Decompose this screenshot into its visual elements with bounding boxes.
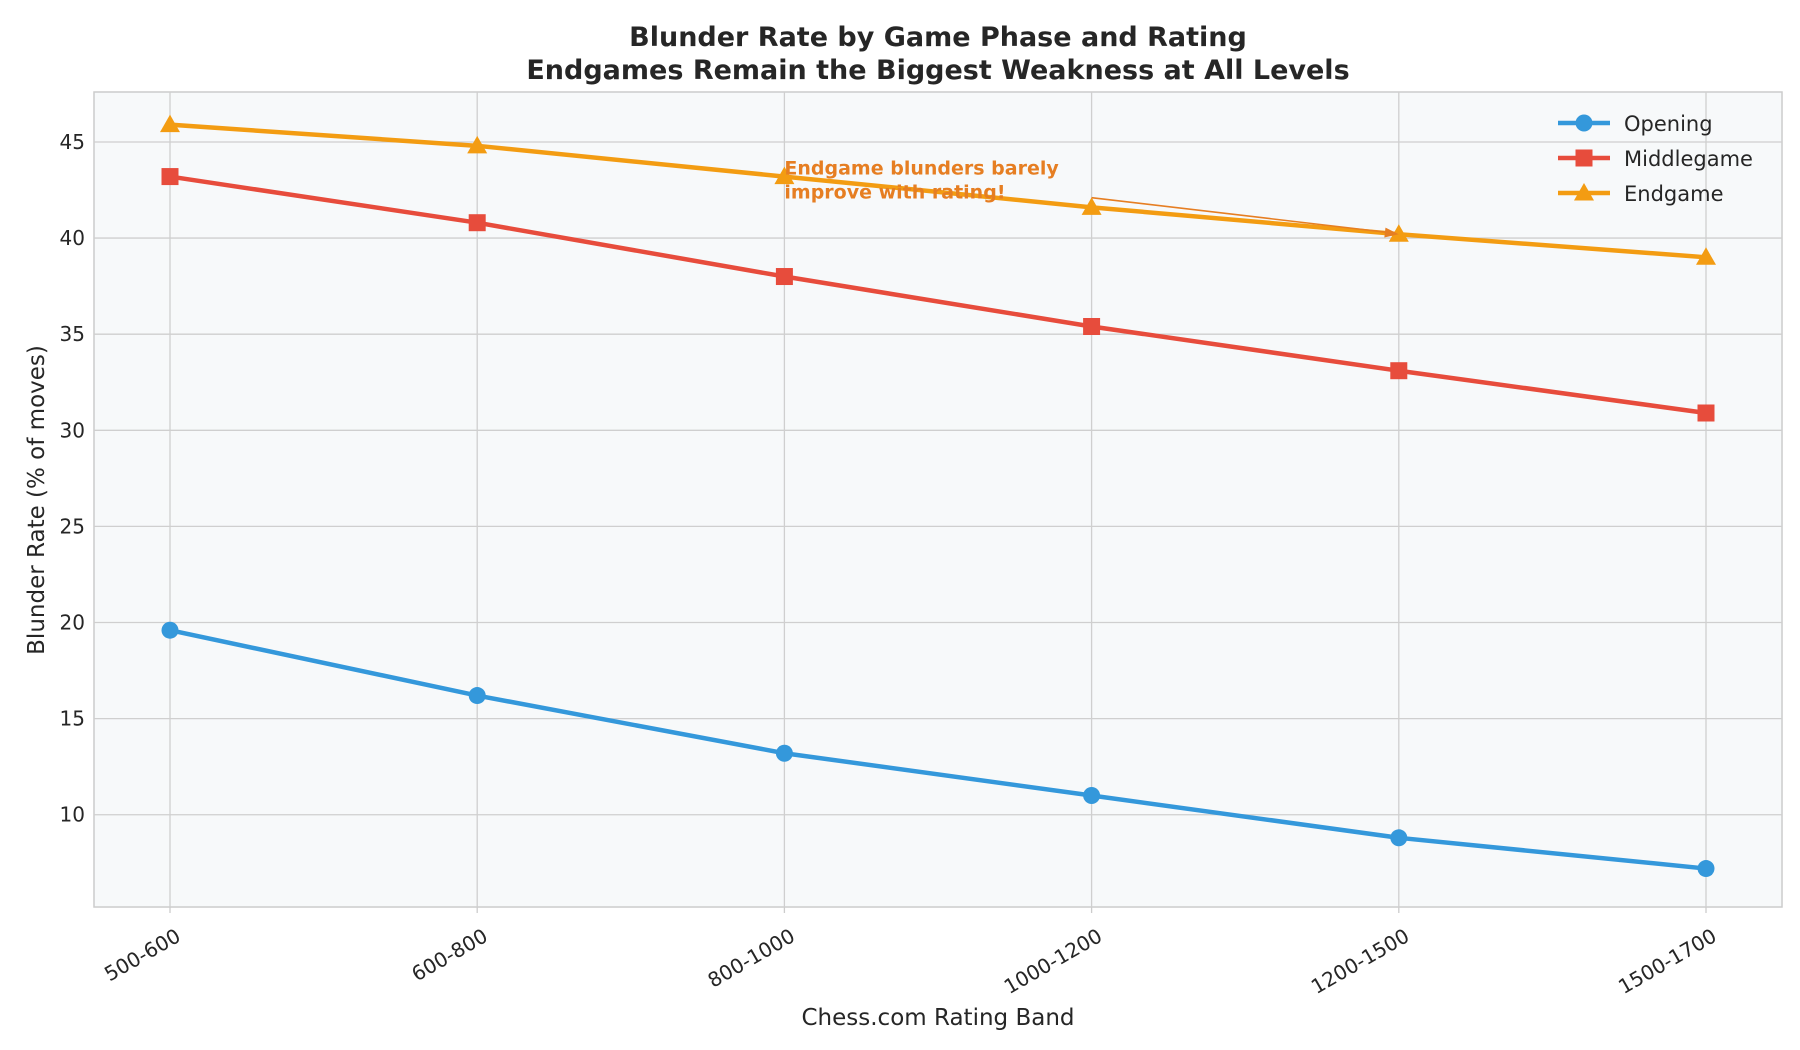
data-point-opening bbox=[161, 621, 179, 639]
series-opening bbox=[161, 621, 1715, 878]
x-tick-label: 1500-1700 bbox=[1614, 924, 1720, 999]
x-tick-label: 1000-1200 bbox=[1000, 924, 1106, 999]
data-point-endgame bbox=[1388, 224, 1409, 242]
y-tick-label: 30 bbox=[60, 418, 85, 442]
y-tick-label: 25 bbox=[60, 514, 85, 538]
annotation-text-line: Endgame blunders barely bbox=[784, 157, 1059, 179]
data-point-opening bbox=[1390, 829, 1408, 847]
data-point-endgame bbox=[160, 114, 180, 133]
data-point-endgame bbox=[1696, 247, 1716, 265]
data-point-middlegame bbox=[775, 268, 793, 286]
data-point-opening bbox=[1697, 860, 1715, 878]
legend-marker-opening bbox=[1575, 114, 1593, 132]
legend-item-endgame: Endgame bbox=[1558, 182, 1723, 206]
series-line-endgame bbox=[167, 122, 1709, 260]
data-point-middlegame bbox=[1390, 362, 1408, 380]
data-point-opening bbox=[1083, 787, 1101, 805]
series-middlegame bbox=[161, 168, 1715, 422]
y-tick-label: 40 bbox=[60, 226, 85, 250]
y-tick-label: 35 bbox=[60, 322, 85, 346]
series-endgame bbox=[160, 114, 1716, 265]
legend-marker-middlegame bbox=[1575, 149, 1593, 167]
annotation-arrow bbox=[1091, 196, 1395, 235]
legend-item-middlegame: Middlegame bbox=[1558, 147, 1753, 171]
data-point-endgame bbox=[1081, 197, 1102, 215]
data-point-opening bbox=[775, 744, 793, 762]
legend-label-middlegame: Middlegame bbox=[1624, 147, 1753, 171]
x-tick-label: 800-1000 bbox=[704, 924, 799, 993]
y-tick-label: 20 bbox=[60, 611, 85, 635]
annotation-text-line: improve with rating! bbox=[784, 181, 1005, 203]
data-point-endgame bbox=[774, 166, 795, 185]
data-point-middlegame bbox=[161, 168, 179, 186]
grid-lines bbox=[94, 92, 1782, 907]
annotation-arrowhead bbox=[1384, 227, 1399, 238]
y-tick-label: 45 bbox=[60, 130, 85, 154]
data-point-middlegame bbox=[468, 214, 486, 232]
data-point-endgame bbox=[467, 135, 488, 154]
legend: Opening Middlegame Endgame bbox=[1558, 112, 1753, 206]
legend-label-endgame: Endgame bbox=[1624, 182, 1723, 206]
y-axis-label: Blunder Rate (% of moves) bbox=[24, 345, 50, 655]
legend-marker-endgame bbox=[1574, 183, 1594, 201]
data-point-middlegame bbox=[1697, 404, 1715, 422]
chart-subtitle: Endgames Remain the Biggest Weakness at … bbox=[526, 55, 1349, 86]
x-tick-label: 500-600 bbox=[100, 924, 184, 987]
plot-area bbox=[93, 91, 1783, 908]
data-point-opening bbox=[468, 687, 486, 705]
x-axis-label: Chess.com Rating Band bbox=[801, 1005, 1074, 1031]
data-point-middlegame bbox=[1083, 318, 1101, 336]
series-line-middlegame bbox=[167, 174, 1709, 416]
x-tick-label: 600-800 bbox=[407, 924, 491, 987]
y-tick-label: 10 bbox=[60, 803, 85, 827]
series-line-opening bbox=[167, 627, 1709, 871]
legend-label-opening: Opening bbox=[1624, 112, 1713, 136]
series-layer bbox=[160, 114, 1716, 878]
chart-title: Blunder Rate by Game Phase and Rating bbox=[629, 22, 1247, 53]
y-tick-label: 15 bbox=[60, 707, 85, 731]
legend-item-opening: Opening bbox=[1558, 112, 1713, 136]
x-tick-label: 1200-1500 bbox=[1307, 924, 1413, 999]
